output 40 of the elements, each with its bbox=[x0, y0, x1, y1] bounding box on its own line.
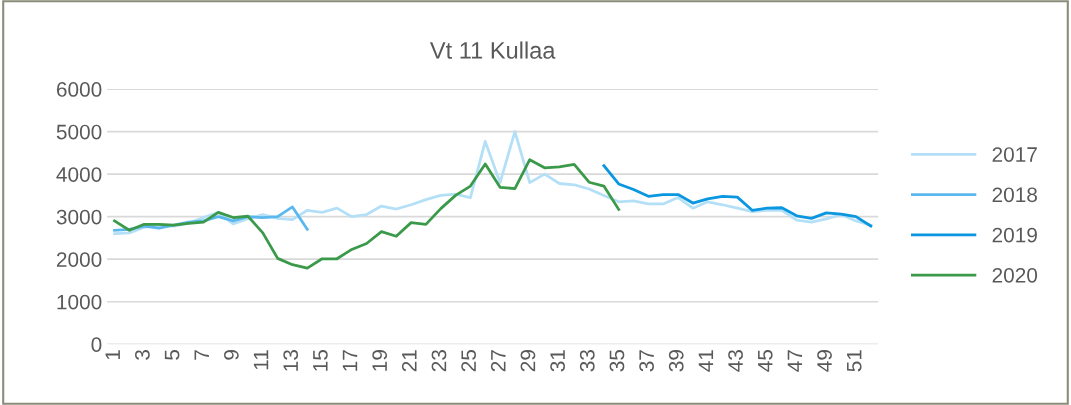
x-tick-label: 25 bbox=[461, 349, 477, 372]
x-tick-label: 31 bbox=[550, 350, 565, 372]
line-series bbox=[113, 158, 621, 270]
x-tick-label: 21 bbox=[401, 350, 417, 372]
x-tick-label: 29 bbox=[520, 350, 536, 372]
x-tick-label: 3 bbox=[135, 350, 150, 360]
x-tick-label: 47 bbox=[787, 350, 803, 372]
x-tick-label: 23 bbox=[431, 350, 447, 372]
x-tick-label: 43 bbox=[728, 350, 743, 372]
x-tick-label: 27 bbox=[490, 350, 506, 372]
x-tick-label: 9 bbox=[223, 350, 239, 360]
x-tick-label: 17 bbox=[342, 350, 358, 371]
y-tick-label: 3000 bbox=[56, 209, 102, 225]
line-series bbox=[602, 164, 873, 228]
x-tick-label: 49 bbox=[817, 350, 832, 372]
x-tick-label: 5 bbox=[164, 349, 180, 360]
x-tick-label: 19 bbox=[372, 350, 388, 371]
x-tick-label: 37 bbox=[639, 350, 654, 372]
x-tick-label: 41 bbox=[698, 350, 714, 372]
y-tick-label: 5000 bbox=[56, 124, 102, 140]
y-tick-label: 1000 bbox=[57, 294, 102, 310]
x-tick-label: 7 bbox=[194, 350, 209, 360]
y-tick-label: 0 bbox=[91, 337, 102, 352]
x-tick-label: 13 bbox=[283, 350, 299, 371]
legend-label: 2019 bbox=[992, 227, 1037, 243]
y-tick-label: 6000 bbox=[56, 82, 102, 97]
legend-label: 2020 bbox=[992, 267, 1038, 283]
x-tick-label: 45 bbox=[758, 349, 773, 372]
chart-title: Vt 11 Kullaa bbox=[429, 41, 556, 59]
x-tick-label: 51 bbox=[847, 350, 862, 372]
x-tick-label: 39 bbox=[668, 350, 684, 372]
x-tick-label: 15 bbox=[313, 349, 328, 371]
legend-label: 2018 bbox=[992, 187, 1037, 203]
x-tick-label: 11 bbox=[253, 350, 269, 370]
y-tick-label: 4000 bbox=[56, 167, 102, 182]
x-tick-label: 1 bbox=[105, 350, 120, 360]
x-tick-label: 33 bbox=[579, 350, 595, 372]
y-tick-label: 2000 bbox=[56, 252, 102, 267]
legend-label: 2017 bbox=[992, 147, 1037, 162]
x-tick-label: 35 bbox=[609, 349, 625, 372]
